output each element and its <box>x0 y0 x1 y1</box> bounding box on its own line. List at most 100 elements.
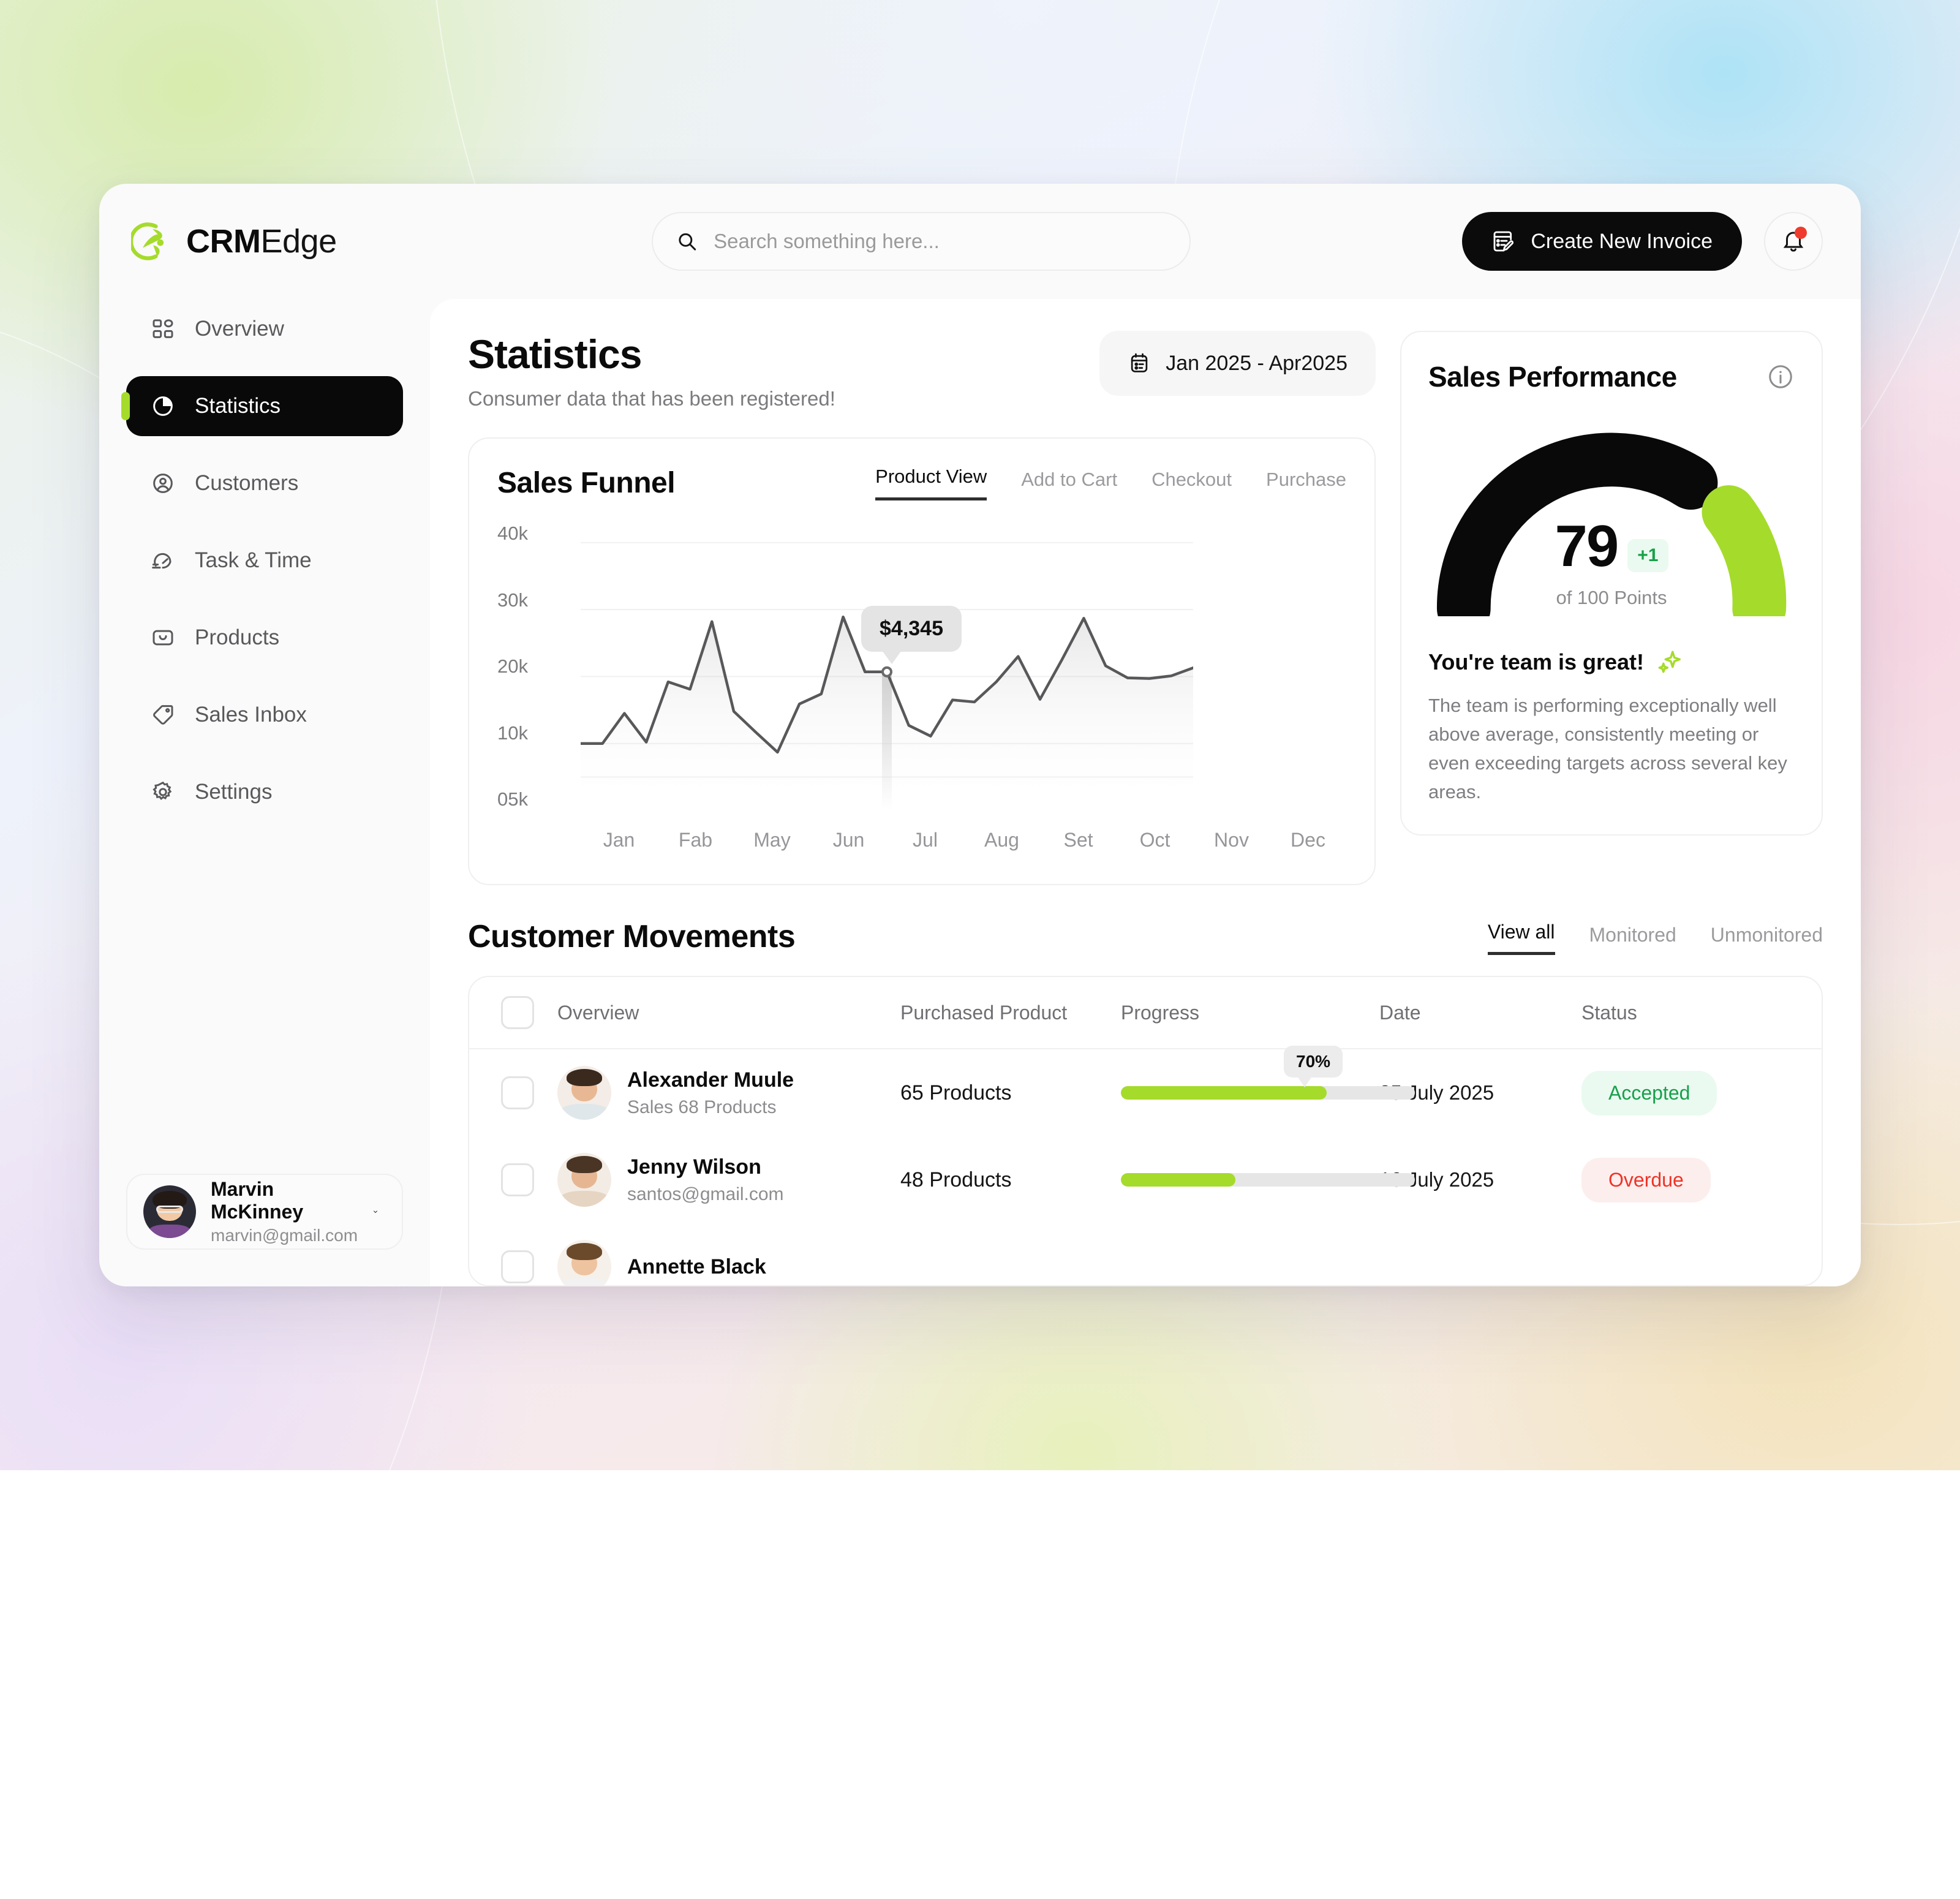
date-range-selector[interactable]: Jan 2025 - Apr2025 <box>1099 331 1376 396</box>
row-checkbox[interactable] <box>501 1163 534 1196</box>
progress-bar-track <box>1121 1086 1415 1100</box>
column-header-progress: Progress <box>1121 1002 1379 1024</box>
customer-subtext: santos@gmail.com <box>627 1184 784 1205</box>
create-new-invoice-label: Create New Invoice <box>1531 230 1713 254</box>
tab-monitored[interactable]: Monitored <box>1589 924 1676 955</box>
table-row[interactable]: Jenny Wilson santos@gmail.com 48 Product… <box>469 1136 1822 1223</box>
sidebar-item-products[interactable]: Products <box>126 608 403 668</box>
y-axis-tick: 05k <box>497 788 571 810</box>
invoice-edit-icon <box>1491 229 1516 254</box>
user-name: Marvin McKinney <box>211 1178 358 1223</box>
column-header-purchased-product: Purchased Product <box>900 1002 1121 1024</box>
select-all-checkbox[interactable] <box>501 996 534 1029</box>
gauge-score-row: 79 +1 <box>1428 517 1795 576</box>
customer-movements-tabs: View all Monitored Unmonitored <box>1488 921 1823 955</box>
topbar: CRMEdge Create New Invoice <box>99 184 1861 299</box>
brand-logo[interactable]: CRMEdge <box>131 221 474 262</box>
sparkle-icon <box>1655 648 1683 676</box>
calendar-icon <box>1128 352 1151 375</box>
table-header-row: Overview Purchased Product Progress Date… <box>469 977 1822 1049</box>
sales-funnel-tabs: Product View Add to Cart Checkout Purcha… <box>875 466 1346 500</box>
chevron-down-icon[interactable] <box>372 1198 379 1225</box>
status-cell: Overdue <box>1581 1158 1790 1202</box>
search-bar[interactable] <box>652 212 1191 271</box>
row-checkbox[interactable] <box>501 1076 534 1109</box>
progress-tooltip: 70% <box>1284 1046 1343 1078</box>
gauge-score: 79 <box>1555 517 1618 576</box>
x-axis-tick: Set <box>1040 829 1117 866</box>
customer-movements-title: Customer Movements <box>468 918 795 955</box>
performance-headline-row: You're team is great! <box>1428 648 1795 676</box>
customer-subtext: Sales 68 Products <box>627 1097 794 1118</box>
sales-funnel-chart: 40k 30k 20k 10k 05k <box>497 523 1346 866</box>
purchased-product-cell: 65 Products <box>900 1081 1121 1105</box>
progress-cell: 70% <box>1121 1086 1379 1100</box>
customer-name-block: Alexander Muule Sales 68 Products <box>627 1068 794 1118</box>
y-axis-tick: 20k <box>497 655 571 678</box>
sidebar-item-statistics[interactable]: Statistics <box>126 376 403 436</box>
tab-add-to-cart[interactable]: Add to Cart <box>1021 469 1117 500</box>
table-row[interactable]: Annette Black <box>469 1223 1822 1286</box>
x-axis-tick: Fab <box>657 829 734 866</box>
row-select-cell <box>501 1163 557 1196</box>
tab-checkout[interactable]: Checkout <box>1152 469 1232 500</box>
avatar <box>557 1153 611 1207</box>
progress-bar-fill <box>1121 1173 1235 1187</box>
y-axis-tick: 40k <box>497 523 571 545</box>
column-header-overview: Overview <box>557 1002 900 1024</box>
row-select-cell <box>501 1250 557 1283</box>
gauge-score-caption: of 100 Points <box>1428 587 1795 609</box>
tab-unmonitored[interactable]: Unmonitored <box>1711 924 1823 955</box>
customer-name: Jenny Wilson <box>627 1155 784 1179</box>
brand-name: CRMEdge <box>186 222 337 260</box>
sidebar-item-task-and-time[interactable]: Task & Time <box>126 530 403 591</box>
chart-y-axis: 40k 30k 20k 10k 05k <box>497 523 571 810</box>
tab-purchase[interactable]: Purchase <box>1266 469 1346 500</box>
x-axis-tick: Jun <box>810 829 887 866</box>
user-icon <box>149 470 176 497</box>
row-checkbox[interactable] <box>501 1250 534 1283</box>
performance-headline: You're team is great! <box>1428 649 1644 675</box>
column-header-status: Status <box>1581 1002 1790 1024</box>
table-row[interactable]: Alexander Muule Sales 68 Products 65 Pro… <box>469 1049 1822 1136</box>
purchased-product-cell: 48 Products <box>900 1168 1121 1192</box>
notification-badge-dot <box>1795 227 1807 239</box>
avatar <box>557 1066 611 1120</box>
progress-bar-track <box>1121 1173 1415 1187</box>
status-cell: Accepted <box>1581 1071 1790 1116</box>
create-new-invoice-button[interactable]: Create New Invoice <box>1462 212 1742 271</box>
customer-name: Annette Black <box>627 1255 766 1279</box>
gear-icon <box>149 779 176 806</box>
app-window: CRMEdge Create New Invoice <box>99 184 1861 1286</box>
sidebar-item-label: Overview <box>195 317 284 341</box>
column-header-date: Date <box>1379 1002 1581 1024</box>
sidebar-item-label: Task & Time <box>195 548 312 573</box>
customer-movements-header: Customer Movements View all Monitored Un… <box>468 918 1823 955</box>
status-badge: Overdue <box>1581 1158 1711 1202</box>
search-icon <box>676 230 698 253</box>
sidebar-item-label: Statistics <box>195 394 281 418</box>
sidebar-item-customers[interactable]: Customers <box>126 453 403 513</box>
chart-hover-point <box>883 668 891 676</box>
content-top-section: Statistics Consumer data that has been r… <box>468 331 1823 885</box>
tab-view-all[interactable]: View all <box>1488 921 1555 955</box>
sidebar-item-sales-inbox[interactable]: Sales Inbox <box>126 685 403 745</box>
sidebar-item-overview[interactable]: Overview <box>126 299 403 359</box>
notifications-button[interactable] <box>1764 212 1823 271</box>
sales-performance-card: Sales Performance <box>1400 331 1823 836</box>
sidebar-item-settings[interactable]: Settings <box>126 762 403 822</box>
user-profile-card[interactable]: Marvin McKinney marvin@gmail.com <box>126 1174 403 1250</box>
select-all-cell <box>501 996 557 1029</box>
row-select-cell <box>501 1076 557 1109</box>
brand-name-bold: CRM <box>186 223 260 260</box>
gauge-delta-badge: +1 <box>1627 539 1668 572</box>
avatar <box>557 1240 611 1286</box>
status-badge: Accepted <box>1581 1071 1717 1116</box>
search-input[interactable] <box>714 230 1166 253</box>
pie-chart-icon <box>149 393 176 420</box>
box-icon <box>149 624 176 651</box>
customer-overview-cell: Annette Black <box>557 1240 900 1286</box>
x-axis-tick: Nov <box>1193 829 1270 866</box>
tab-product-view[interactable]: Product View <box>875 466 987 500</box>
info-icon[interactable] <box>1766 363 1795 391</box>
